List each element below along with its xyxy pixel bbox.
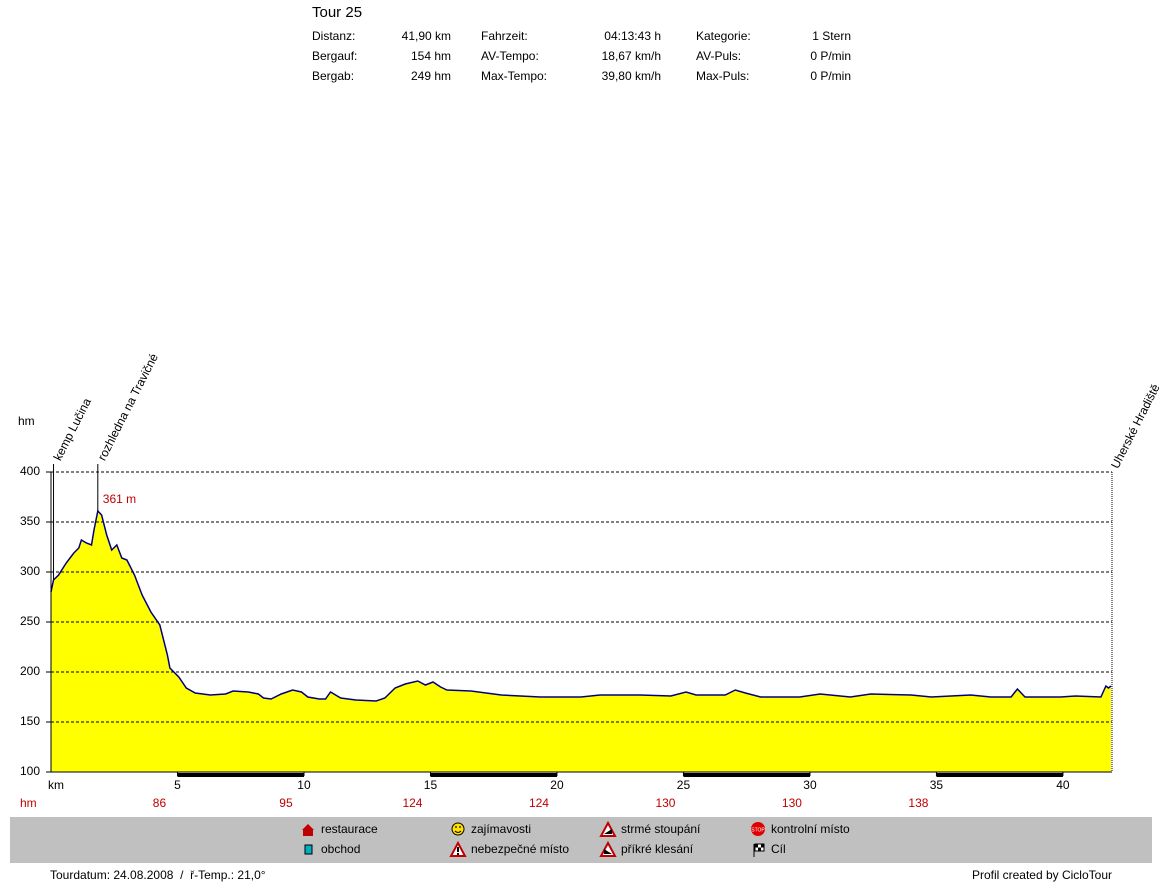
stat-text: Kategorie: — [696, 29, 751, 43]
stat-text: 0 P/min — [810, 69, 851, 83]
climb-value: 95 — [279, 796, 293, 810]
climb-value: 124 — [529, 796, 549, 810]
stat-text: Fahrzeit: — [481, 29, 528, 43]
stat-text: Bergab: — [312, 69, 354, 83]
climb-value: 130 — [782, 796, 802, 810]
stat-text: 39,80 km/h — [602, 69, 661, 83]
y-tick-label: 100 — [20, 764, 40, 778]
stat-text: 1 Stern — [812, 29, 851, 43]
y-tick-label: 400 — [20, 464, 40, 478]
y-tick-label: 150 — [20, 714, 40, 728]
stat-text: Distanz: — [312, 29, 355, 43]
legend-label: strmé stoupání — [621, 822, 701, 836]
x-axis-label: km — [48, 778, 64, 792]
waypoint-label: Uherské Hradiště — [1108, 382, 1162, 471]
y-tick-label: 300 — [20, 564, 40, 578]
waypoint-label: rozhledna na Travičné — [95, 351, 161, 463]
x-tick-label: 35 — [930, 778, 944, 792]
legend-label: Cíl — [771, 842, 786, 856]
legend-icons: STOP — [302, 820, 765, 857]
footer-left: Tourdatum: 24.08.2008 / ř-Temp.: 21,0° — [50, 868, 266, 882]
stat-text: Max-Tempo: — [481, 69, 547, 83]
x-tick-label: 20 — [550, 778, 564, 792]
stat-text: 154 hm — [411, 49, 451, 63]
climb-value: 138 — [908, 796, 928, 810]
legend-label: nebezpečné místo — [471, 842, 569, 856]
scale-bar — [430, 773, 557, 777]
legend-label: zajímavosti — [471, 822, 531, 836]
x-tick-label: 40 — [1056, 778, 1070, 792]
scale-bar — [936, 773, 1063, 777]
title: Tour 25 — [312, 4, 362, 21]
climb-value: 130 — [655, 796, 675, 810]
x-tick-label: 15 — [424, 778, 438, 792]
elevation-area — [51, 511, 1111, 772]
stat-text: 0 P/min — [810, 49, 851, 63]
legend-box — [10, 817, 1152, 863]
stat-text: AV-Tempo: — [481, 49, 539, 63]
climb-value: 86 — [153, 796, 167, 810]
stat-text: 249 hm — [411, 69, 451, 83]
x-tick-label: 10 — [297, 778, 311, 792]
legend-label: příkré klesání — [621, 842, 694, 856]
scale-bar — [683, 773, 810, 777]
climb-label: hm — [20, 796, 37, 810]
stat-text: Max-Puls: — [696, 69, 749, 83]
stat-text: 18,67 km/h — [602, 49, 661, 63]
legend-label: kontrolní místo — [771, 822, 850, 836]
x-tick-label: 25 — [677, 778, 691, 792]
legend-label: restaurace — [321, 822, 378, 836]
legend-label: obchod — [321, 842, 360, 856]
x-tick-label: 5 — [174, 778, 181, 792]
scale-bar — [177, 773, 304, 777]
waypoint-label: kemp Lučina — [51, 396, 95, 463]
svg-text:STOP: STOP — [751, 827, 765, 833]
climb-value: 124 — [402, 796, 422, 810]
x-tick-label: 30 — [803, 778, 817, 792]
y-tick-label: 350 — [20, 514, 40, 528]
y-axis-label: hm — [18, 414, 35, 428]
footer-right: Profil created by CicloTour — [972, 868, 1112, 882]
stat-text: 41,90 km — [402, 29, 451, 43]
peak-label: 361 m — [103, 492, 136, 506]
stat-text: 04:13:43 h — [604, 29, 661, 43]
y-tick-label: 250 — [20, 614, 40, 628]
elevation-line — [50, 509, 1112, 702]
stat-text: AV-Puls: — [696, 49, 741, 63]
stat-text: Bergauf: — [312, 49, 357, 63]
y-tick-label: 200 — [20, 664, 40, 678]
